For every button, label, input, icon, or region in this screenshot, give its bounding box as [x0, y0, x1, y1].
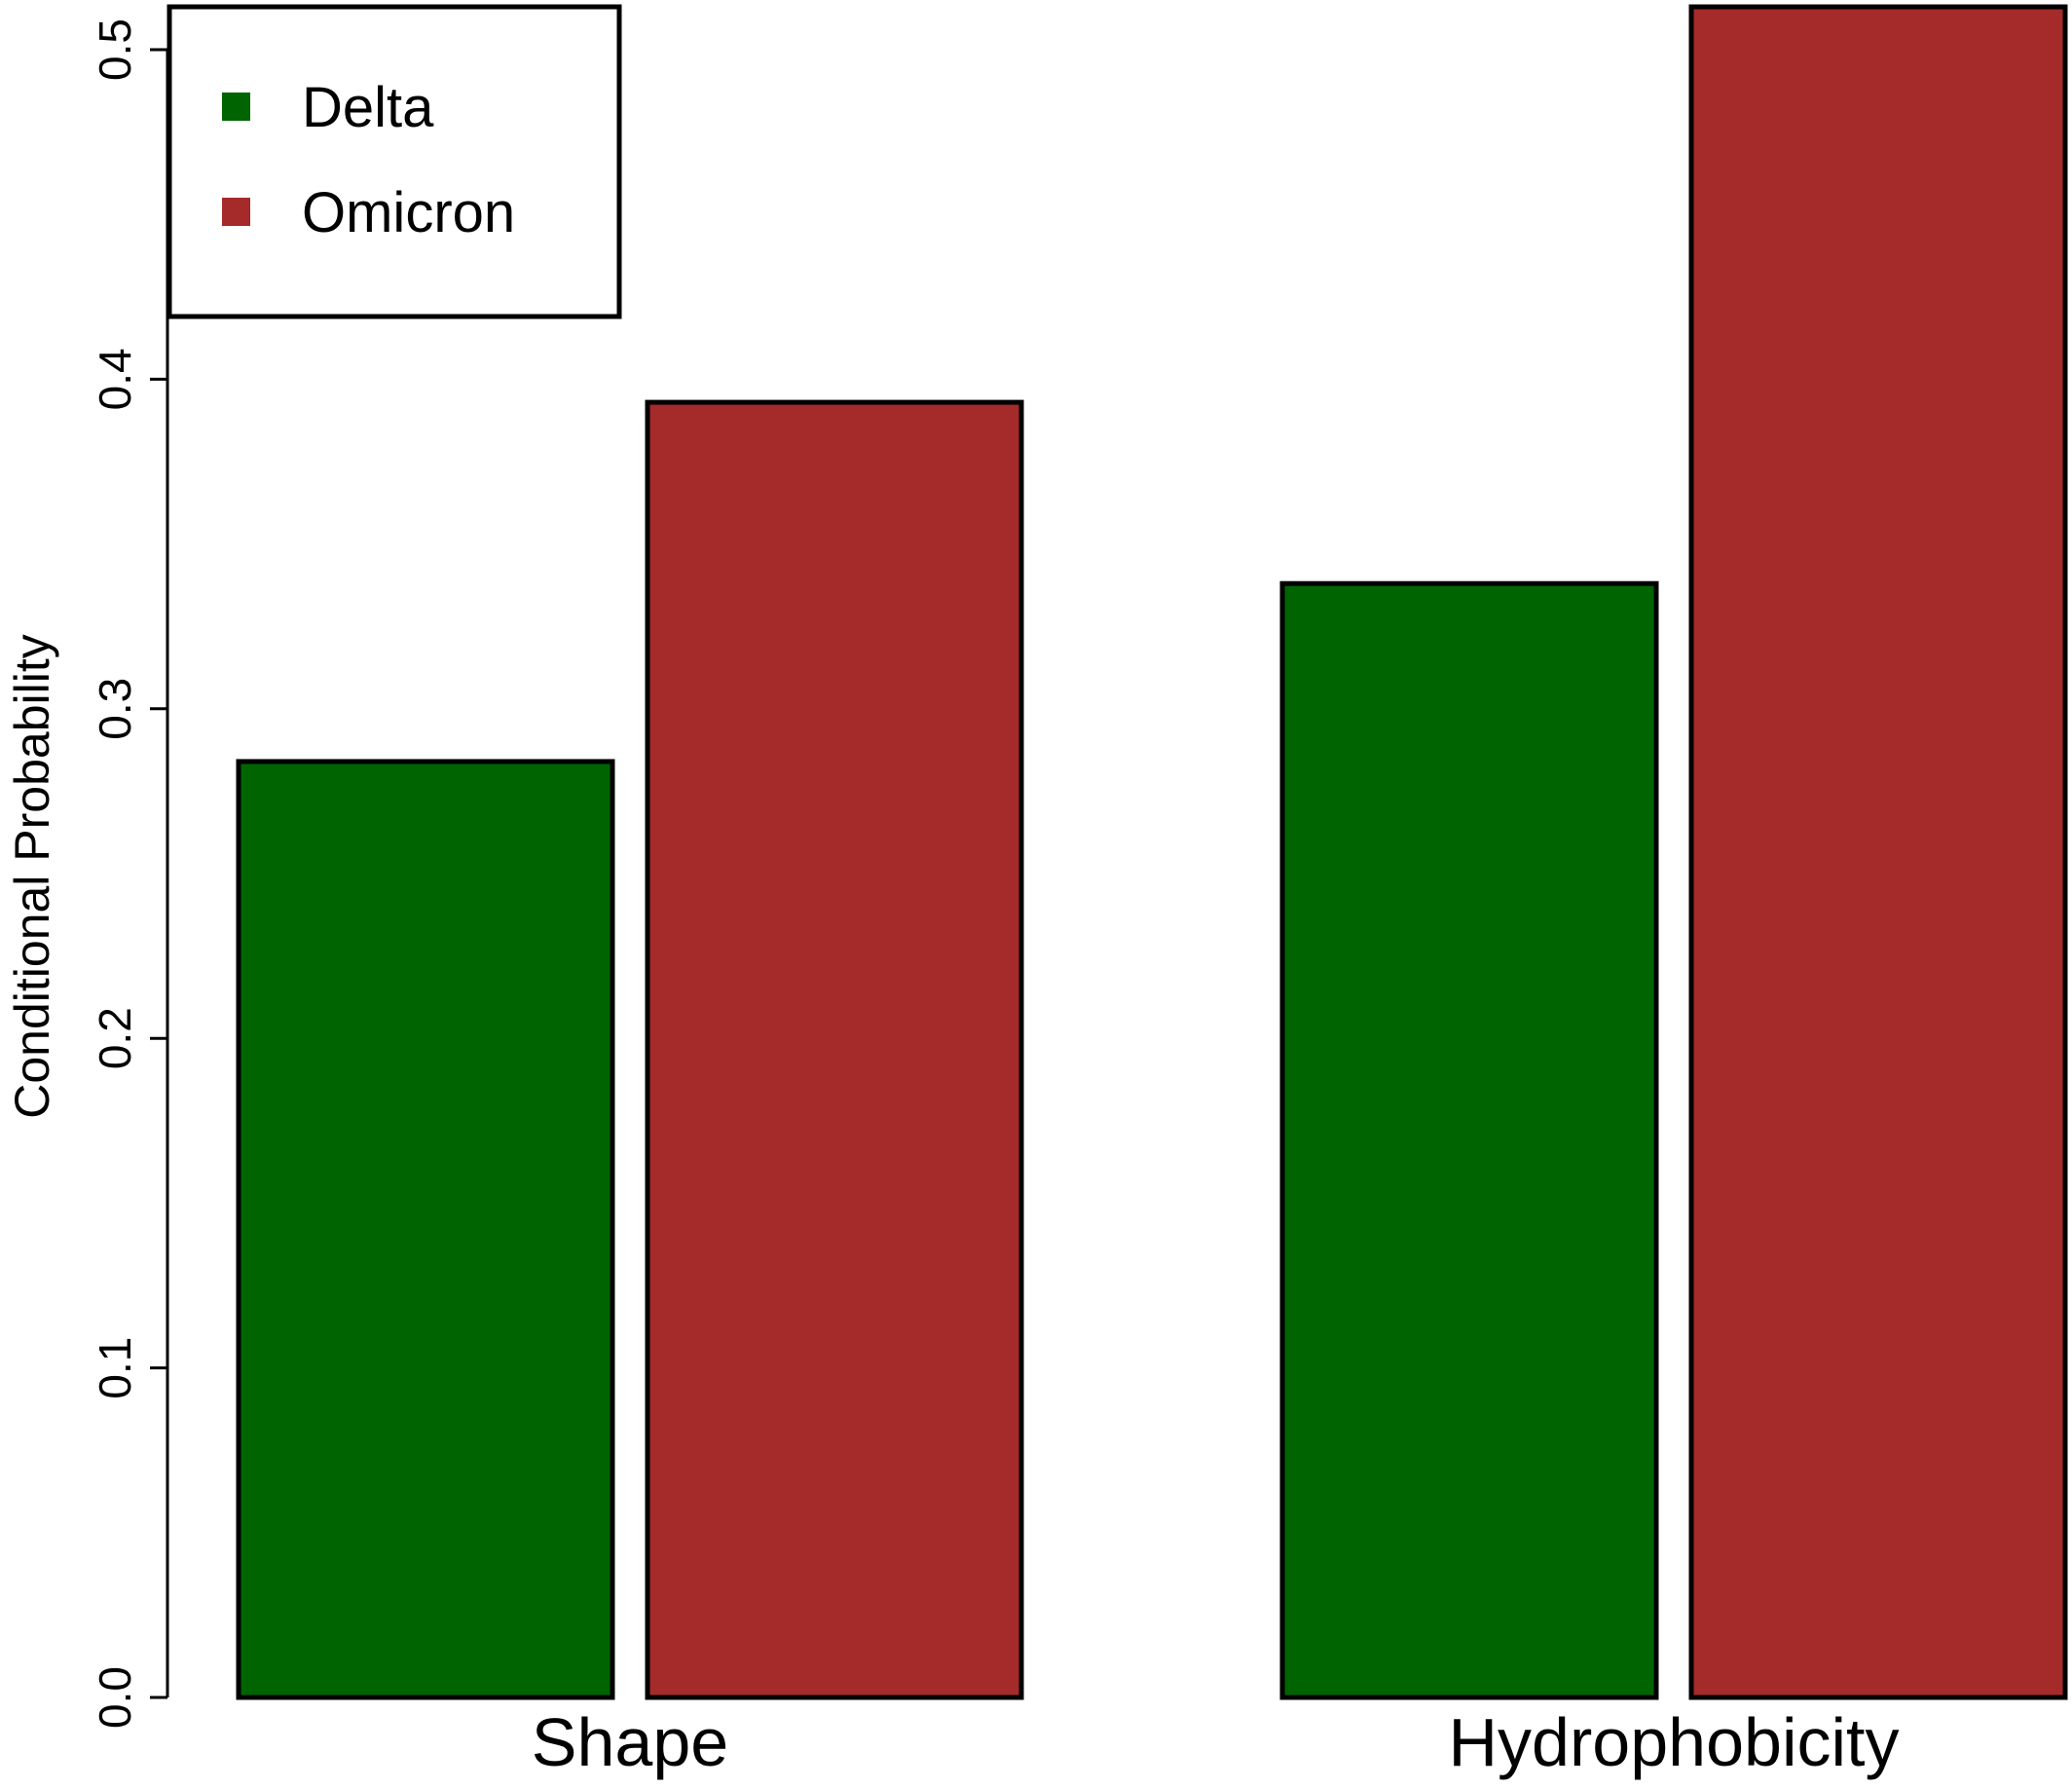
bar-omicron-hydrophobicity — [1688, 4, 2068, 1700]
y-axis-label: Conditional Probability — [5, 634, 59, 1119]
x-axis-labels: Shape Hydrophobicity — [532, 1704, 1900, 1780]
legend: Delta Omicron — [166, 4, 622, 319]
legend-swatch-delta — [222, 93, 250, 121]
y-tick-label: 0.4 — [90, 348, 140, 410]
legend-label-delta: Delta — [302, 76, 434, 139]
y-tick-label: 0.5 — [90, 19, 140, 81]
bars — [236, 4, 2068, 1700]
y-tick-label: 0.2 — [90, 1007, 140, 1069]
y-tick-label: 0.3 — [90, 678, 140, 740]
bar-delta-hydrophobicity — [1279, 580, 1659, 1700]
x-category-label: Shape — [532, 1704, 728, 1780]
y-tick-label: 0.1 — [90, 1337, 140, 1399]
y-tick-label: 0.0 — [90, 1666, 140, 1729]
legend-box — [166, 4, 622, 319]
legend-label-omicron: Omicron — [302, 181, 515, 244]
y-axis: 0.0 0.1 0.2 0.3 0.4 0.5 — [90, 19, 169, 1729]
x-category-label: Hydrophobicity — [1449, 1704, 1900, 1780]
bar-omicron-shape — [645, 399, 1024, 1700]
bar-delta-shape — [236, 759, 615, 1700]
legend-swatch-omicron — [222, 198, 250, 226]
